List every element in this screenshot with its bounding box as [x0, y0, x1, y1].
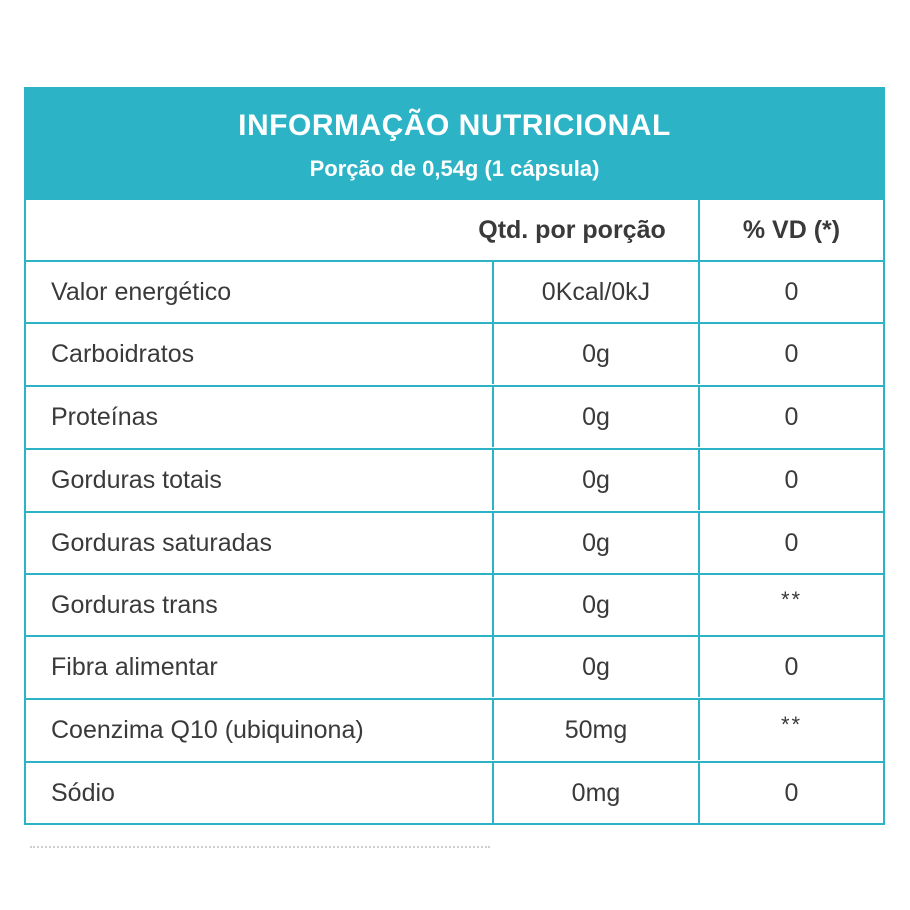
nutrient-name: Gorduras saturadas — [51, 529, 272, 557]
table-header: INFORMAÇÃO NUTRICIONAL Porção de 0,54g (… — [26, 89, 883, 200]
nutrient-name: Fibra alimentar — [51, 653, 218, 681]
table-row: Gorduras saturadas 0g 0 — [26, 511, 883, 573]
table-row: Proteínas 0g 0 — [26, 385, 883, 447]
nutrient-qty: 0g — [492, 637, 698, 697]
nutrient-name: Valor energético — [51, 278, 232, 306]
serving-size: Porção de 0,54g (1 cápsula) — [309, 156, 600, 181]
nutrient-qty: 50mg — [492, 700, 698, 760]
table-title: INFORMAÇÃO NUTRICIONAL — [238, 109, 671, 142]
nutrient-vd: 0 — [698, 262, 883, 322]
nutrient-qty: 0g — [492, 387, 698, 447]
nutrient-qty: 0g — [492, 575, 698, 635]
nutrient-name: Carboidratos — [51, 340, 195, 368]
table-row: Gorduras trans 0g ** — [26, 573, 883, 635]
column-header-qty: Qtd. por porção — [478, 216, 666, 244]
cropped-footnote — [30, 846, 490, 854]
nutrition-facts-table: INFORMAÇÃO NUTRICIONAL Porção de 0,54g (… — [24, 87, 885, 825]
nutrient-qty: 0g — [492, 324, 698, 384]
nutrient-qty: 0g — [492, 450, 698, 510]
nutrient-name: Gorduras totais — [51, 466, 222, 494]
nutrient-vd: 0 — [698, 387, 883, 447]
nutrient-qty: 0Kcal/0kJ — [492, 262, 698, 322]
table-row: Coenzima Q10 (ubiquinona) 50mg ** — [26, 698, 883, 760]
nutrient-vd: ** — [698, 700, 883, 760]
nutrient-vd: ** — [698, 575, 883, 635]
nutrient-vd: 0 — [698, 324, 883, 384]
nutrient-qty: 0mg — [492, 763, 698, 823]
table-row: Sódio 0mg 0 — [26, 761, 883, 823]
column-header-vd: % VD (*) — [698, 200, 883, 260]
table-row: Carboidratos 0g 0 — [26, 322, 883, 384]
nutrient-vd: 0 — [698, 513, 883, 573]
table-row: Valor energético 0Kcal/0kJ 0 — [26, 260, 883, 322]
nutrient-vd: 0 — [698, 637, 883, 697]
nutrient-name: Proteínas — [51, 403, 159, 431]
nutrient-vd: 0 — [698, 763, 883, 823]
nutrient-vd: 0 — [698, 450, 883, 510]
table-row: Fibra alimentar 0g 0 — [26, 635, 883, 697]
nutrient-name: Sódio — [51, 779, 115, 807]
nutrient-name: Coenzima Q10 (ubiquinona) — [51, 716, 364, 744]
nutrient-name: Gorduras trans — [51, 591, 218, 619]
nutrient-qty: 0g — [492, 513, 698, 573]
table-row: Gorduras totais 0g 0 — [26, 448, 883, 510]
column-header-row: Qtd. por porção % VD (*) — [26, 198, 883, 260]
